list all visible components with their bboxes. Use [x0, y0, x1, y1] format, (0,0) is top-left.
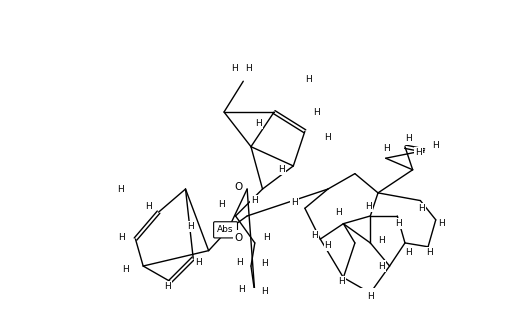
Text: H: H	[145, 202, 152, 211]
Text: H: H	[218, 200, 225, 209]
FancyBboxPatch shape	[214, 222, 238, 238]
Text: H: H	[383, 145, 390, 154]
Text: H: H	[395, 219, 402, 228]
Text: H: H	[255, 119, 262, 128]
Text: H: H	[324, 241, 331, 250]
Text: H: H	[236, 258, 243, 267]
Text: H: H	[234, 231, 240, 240]
Text: H: H	[122, 265, 129, 274]
Text: H: H	[367, 292, 374, 301]
Text: H: H	[405, 249, 412, 258]
Text: Abs: Abs	[217, 225, 234, 234]
Text: H: H	[238, 284, 245, 294]
Text: H: H	[335, 208, 342, 217]
Text: H: H	[230, 64, 237, 73]
Text: H: H	[405, 134, 412, 144]
Text: H: H	[313, 108, 320, 117]
Text: H: H	[263, 233, 270, 242]
Text: H: H	[292, 198, 298, 207]
Text: H: H	[262, 259, 268, 268]
Text: H: H	[195, 258, 202, 267]
Text: H: H	[438, 219, 445, 228]
Text: H: H	[305, 75, 312, 84]
Text: H: H	[378, 236, 385, 245]
Text: H: H	[378, 261, 385, 271]
Text: H: H	[415, 148, 422, 157]
Text: H: H	[324, 133, 331, 142]
Text: H: H	[278, 165, 285, 174]
Text: H: H	[118, 233, 125, 242]
Text: H: H	[426, 249, 433, 258]
Text: O: O	[235, 233, 243, 243]
Text: H: H	[311, 231, 318, 240]
Text: H: H	[245, 64, 252, 73]
Text: H: H	[418, 204, 425, 213]
Text: O: O	[235, 182, 243, 192]
Text: H: H	[338, 277, 345, 286]
Text: H: H	[432, 141, 439, 150]
Text: H: H	[251, 196, 257, 205]
Text: H: H	[117, 185, 124, 194]
Text: H: H	[187, 222, 194, 231]
Text: H: H	[365, 202, 372, 211]
Text: H: H	[262, 287, 268, 296]
Text: H: H	[165, 282, 171, 291]
